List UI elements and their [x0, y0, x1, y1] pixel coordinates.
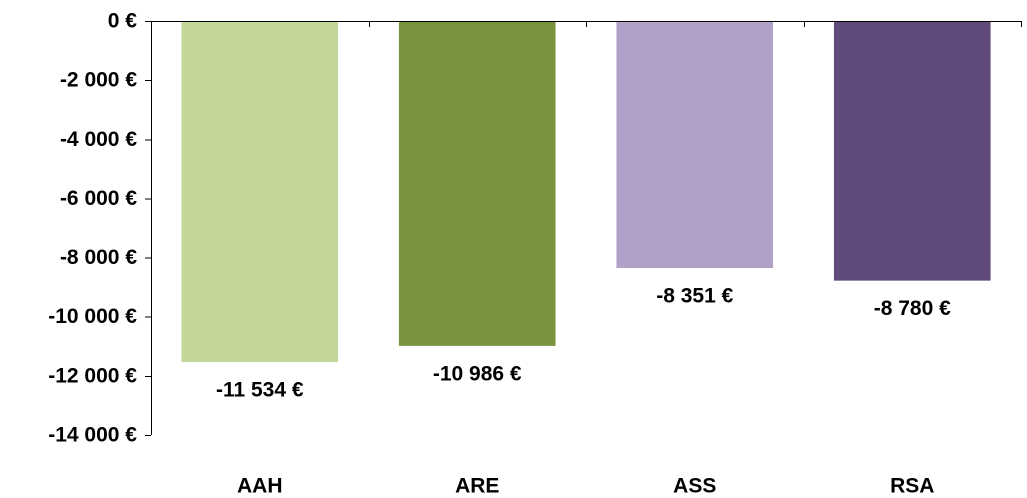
y-tick-label: -6 000 € — [60, 187, 137, 210]
y-axis-ticks: 0 € -2 000 € -4 000 € -6 000 € -8 000 € -10 0… — [48, 10, 151, 447]
data-label-are: -10 986 € — [433, 362, 522, 385]
y-tick-label: -2 000 € — [60, 69, 137, 92]
bar-ass — [616, 21, 774, 268]
y-tick-label: -12 000 € — [48, 364, 137, 387]
category-label-are: ARE — [455, 475, 499, 498]
category-labels: AAH ARE ASS RSA — [237, 475, 934, 498]
y-tick-label: -10 000 € — [48, 305, 137, 328]
bars — [181, 21, 991, 363]
bar-rsa — [833, 21, 991, 281]
data-labels: -11 534 € -10 986 € -8 351 € -8 780 € — [216, 284, 951, 401]
y-tick-label: -8 000 € — [60, 246, 137, 269]
category-label-aah: AAH — [237, 475, 283, 498]
data-label-rsa: -8 780 € — [874, 297, 951, 320]
category-label-rsa: RSA — [890, 475, 934, 498]
data-label-ass: -8 351 € — [656, 284, 733, 307]
y-tick-label: -14 000 € — [48, 424, 137, 447]
bar-are — [398, 21, 556, 346]
category-label-ass: ASS — [673, 475, 716, 498]
data-label-aah: -11 534 € — [216, 379, 304, 402]
y-tick-label: -4 000 € — [60, 128, 137, 151]
bar-aah — [181, 21, 339, 363]
y-tick-label: 0 € — [108, 10, 138, 33]
